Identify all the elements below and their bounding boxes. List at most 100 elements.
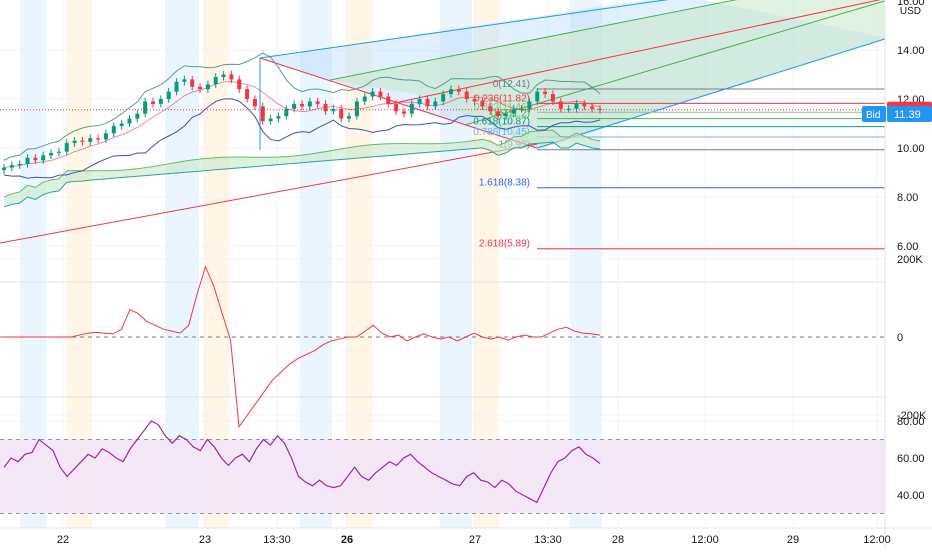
trend-line[interactable] xyxy=(0,143,538,244)
candle-body[interactable] xyxy=(2,167,6,171)
candle-body[interactable] xyxy=(550,94,555,102)
candle-body[interactable] xyxy=(378,91,383,97)
candle-body[interactable] xyxy=(300,103,304,107)
pitchfork-lower-line[interactable] xyxy=(536,37,889,149)
candle-body[interactable] xyxy=(456,89,461,92)
candle-body[interactable] xyxy=(449,89,453,95)
candle-body[interactable] xyxy=(574,103,579,109)
candle-body[interactable] xyxy=(213,76,218,85)
candle-body[interactable] xyxy=(292,103,297,109)
candle-body[interactable] xyxy=(143,101,148,114)
candle-body[interactable] xyxy=(417,99,422,104)
candle-body[interactable] xyxy=(190,79,195,87)
candle-body[interactable] xyxy=(174,81,179,92)
candle-body[interactable] xyxy=(425,99,430,107)
candle-body[interactable] xyxy=(307,101,312,107)
candle-body[interactable] xyxy=(276,116,281,119)
pitchfork-handle-line[interactable] xyxy=(259,57,538,149)
candle-body[interactable] xyxy=(9,165,14,168)
candle-body[interactable] xyxy=(339,108,344,119)
bid-price-label: 11.39 xyxy=(894,109,921,121)
candle-body[interactable] xyxy=(519,108,524,110)
candle-body[interactable] xyxy=(166,91,171,99)
candle-body[interactable] xyxy=(88,138,93,142)
candle-body[interactable] xyxy=(409,103,414,114)
candle-body[interactable] xyxy=(158,99,163,104)
candle-body[interactable] xyxy=(205,84,210,90)
rsi-line[interactable] xyxy=(3,420,601,504)
candle-body[interactable] xyxy=(119,123,124,126)
candle-body[interactable] xyxy=(182,79,187,82)
candle-body[interactable] xyxy=(370,91,375,97)
candle-body[interactable] xyxy=(582,103,587,107)
pitchfork-inner-lower-line[interactable] xyxy=(464,0,889,126)
candle-body[interactable] xyxy=(496,111,501,117)
candle-body[interactable] xyxy=(488,106,493,112)
candle-body[interactable] xyxy=(64,143,69,152)
fib-level-label: 1.618(8.38) xyxy=(479,178,530,189)
candle-body[interactable] xyxy=(441,94,446,102)
pitchfork-inner-upper-line[interactable] xyxy=(329,0,760,81)
candle-body[interactable] xyxy=(543,91,548,95)
candle-body[interactable] xyxy=(72,140,77,144)
candle-body[interactable] xyxy=(41,155,46,161)
candle-body[interactable] xyxy=(386,96,391,104)
candle-body[interactable] xyxy=(229,74,234,80)
candle-body[interactable] xyxy=(472,99,477,102)
fib-level-label: 0.382(11.46) xyxy=(474,102,530,113)
candle-body[interactable] xyxy=(480,101,485,107)
candle-body[interactable] xyxy=(198,86,203,90)
candle-body[interactable] xyxy=(433,101,438,107)
candle-body[interactable] xyxy=(315,101,320,104)
candle-body[interactable] xyxy=(511,108,516,114)
candle-body[interactable] xyxy=(401,111,406,114)
candle-body[interactable] xyxy=(268,118,273,122)
candle-body[interactable] xyxy=(527,101,532,109)
rsi-tick-label: 60.00 xyxy=(897,453,925,465)
candle-body[interactable] xyxy=(503,113,508,117)
candle-body[interactable] xyxy=(17,163,22,166)
rsi-pane[interactable] xyxy=(0,420,885,514)
price-pane[interactable] xyxy=(0,52,885,208)
candle-body[interactable] xyxy=(558,101,563,109)
candle-body[interactable] xyxy=(111,125,116,134)
candle-body[interactable] xyxy=(96,138,101,140)
fib-level-label: 2.618(5.89) xyxy=(479,239,530,250)
candle-body[interactable] xyxy=(25,157,30,164)
candle-body[interactable] xyxy=(252,99,257,107)
time-tick-label: 28 xyxy=(612,534,624,546)
candle-body[interactable] xyxy=(260,106,265,122)
candle-body[interactable] xyxy=(354,101,359,117)
osc-line[interactable] xyxy=(4,265,601,429)
candle-body[interactable] xyxy=(284,108,289,117)
candle-body[interactable] xyxy=(103,133,108,140)
candle-body[interactable] xyxy=(245,89,250,99)
candle-body[interactable] xyxy=(464,91,469,99)
candle-body[interactable] xyxy=(56,151,61,153)
candle-body[interactable] xyxy=(127,118,132,124)
candle-body[interactable] xyxy=(323,103,328,112)
candle-body[interactable] xyxy=(347,116,352,119)
bid-price-badge[interactable] xyxy=(887,105,932,122)
candle-body[interactable] xyxy=(535,91,540,102)
candle-body[interactable] xyxy=(237,79,242,90)
time-tick-label: 13:30 xyxy=(534,534,562,546)
candle-body[interactable] xyxy=(590,106,595,109)
candle-body[interactable] xyxy=(394,103,399,112)
candle-body[interactable] xyxy=(151,101,155,104)
candle-body[interactable] xyxy=(362,96,367,102)
candle-body[interactable] xyxy=(221,74,226,77)
ichimoku-cloud xyxy=(4,130,600,207)
candle-body[interactable] xyxy=(33,157,38,161)
candle-body[interactable] xyxy=(566,108,571,110)
bid-tag[interactable] xyxy=(862,105,886,122)
oscillator-pane[interactable] xyxy=(0,265,885,429)
pitchfork-upper-line[interactable] xyxy=(259,0,700,59)
osc-tick-label: -200K xyxy=(897,410,927,422)
candle-body[interactable] xyxy=(80,140,85,142)
candle-body[interactable] xyxy=(49,152,54,156)
candle-body[interactable] xyxy=(135,113,140,119)
pitchfork-median-line[interactable] xyxy=(389,0,888,105)
